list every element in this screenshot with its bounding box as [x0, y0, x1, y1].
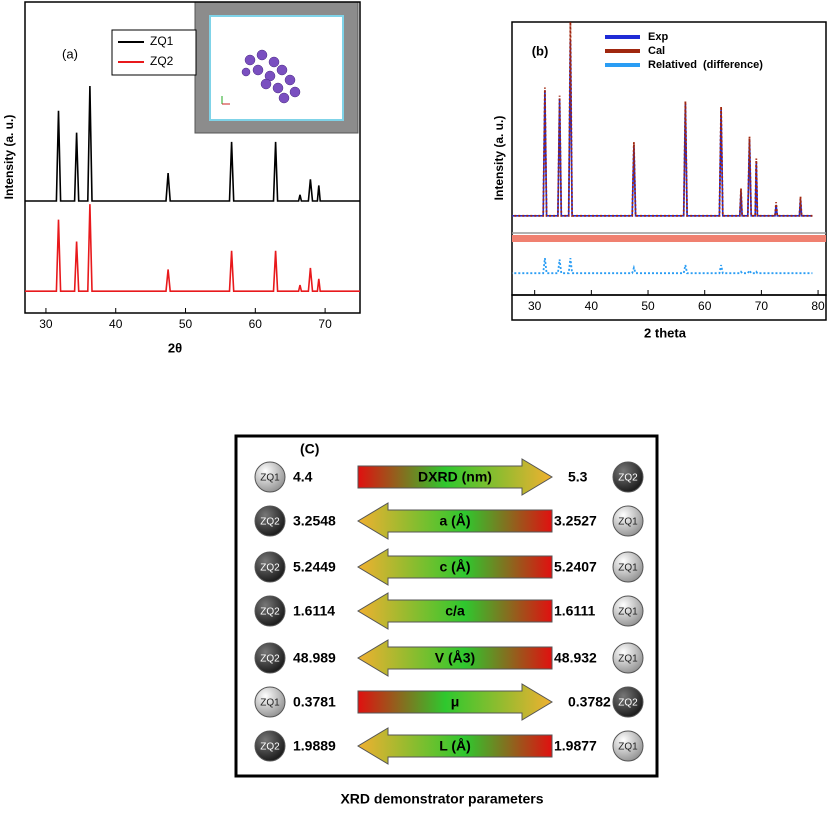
- right-value: 48.932: [554, 650, 597, 666]
- x-tick-label: 60: [698, 299, 712, 313]
- arrow-label: μ: [451, 694, 460, 710]
- series-line: [512, 257, 813, 275]
- badge-label: ZQ1: [618, 654, 638, 665]
- badge-label: ZQ2: [260, 654, 280, 665]
- x-tick-label: 40: [585, 299, 599, 313]
- arrow: [357, 639, 553, 677]
- x-tick-label: 60: [249, 317, 263, 331]
- arrow-label: c (Å): [439, 559, 470, 575]
- panel-label: (a): [62, 46, 78, 61]
- reflection-band: [512, 235, 826, 242]
- x-tick-label: 50: [641, 299, 655, 313]
- badge-label: ZQ1: [618, 517, 638, 528]
- left-value: 48.989: [293, 650, 336, 666]
- plot-frame: [24, 1, 361, 314]
- badge-label: ZQ2: [260, 742, 280, 753]
- legend-label: ZQ2: [150, 54, 174, 68]
- badge-label: ZQ2: [618, 473, 638, 484]
- tick-band: [511, 294, 827, 321]
- right-value: 5.2407: [554, 559, 597, 575]
- legend-label: Relatived (difference): [648, 59, 763, 71]
- series-line: [512, 22, 813, 217]
- arrow: [357, 592, 553, 630]
- x-tick-label: 30: [528, 299, 542, 313]
- badge: [612, 595, 644, 627]
- arrow: [357, 458, 553, 496]
- panel-label: (C): [300, 441, 319, 457]
- arrow-label: DXRD (nm): [418, 469, 492, 485]
- inset-structure: [194, 1, 359, 134]
- arrow: [357, 548, 553, 586]
- badge: [254, 551, 286, 583]
- series-line: [25, 85, 360, 202]
- left-value: 5.2449: [293, 559, 336, 575]
- badge-label: ZQ2: [260, 607, 280, 618]
- badge-label: ZQ1: [260, 698, 280, 709]
- left-value: 1.9889: [293, 738, 336, 754]
- arrow-label: L (Å): [439, 738, 471, 754]
- badge-label: ZQ1: [260, 473, 280, 484]
- badge: [612, 642, 644, 674]
- left-value: 4.4: [293, 469, 313, 485]
- arrow: [357, 502, 553, 540]
- left-value: 0.3781: [293, 694, 336, 710]
- left-value: 1.6114: [293, 603, 335, 619]
- x-tick-label: 70: [755, 299, 769, 313]
- panel-c-frame: [234, 434, 659, 778]
- x-axis-label: 2 theta: [644, 325, 687, 340]
- badge-label: ZQ2: [618, 698, 638, 709]
- right-value: 5.3: [568, 469, 588, 485]
- badge-label: ZQ1: [618, 563, 638, 574]
- x-tick-label: 70: [318, 317, 332, 331]
- x-tick-label: 40: [109, 317, 123, 331]
- legend-label: ZQ1: [150, 34, 174, 48]
- badge: [612, 505, 644, 537]
- y-axis-label: Intensity (a. u.): [2, 115, 16, 200]
- right-value: 0.3782: [568, 694, 611, 710]
- right-value: 3.2527: [554, 513, 597, 529]
- arrow-label: V (Å3): [435, 650, 475, 666]
- arrow-label: c/a: [445, 603, 465, 619]
- badge-label: ZQ1: [618, 607, 638, 618]
- panel-label: (b): [532, 43, 549, 58]
- series-line: [25, 204, 360, 292]
- legend-label: Cal: [648, 45, 665, 57]
- right-value: 1.6111: [554, 603, 595, 619]
- badge-label: ZQ2: [260, 517, 280, 528]
- y-axis-label: Intensity (a. u.): [492, 116, 506, 201]
- badge: [254, 461, 286, 493]
- x-tick-label: 80: [811, 299, 825, 313]
- badge: [612, 686, 644, 718]
- caption: XRD demonstrator parameters: [340, 791, 543, 807]
- badge: [254, 686, 286, 718]
- badge: [254, 505, 286, 537]
- badge: [254, 595, 286, 627]
- legend-box: [111, 29, 197, 76]
- badge: [612, 551, 644, 583]
- x-axis-label: 2θ: [168, 340, 182, 355]
- arrow-label: a (Å): [439, 513, 470, 529]
- badge: [254, 642, 286, 674]
- badge-label: ZQ1: [618, 742, 638, 753]
- badge: [612, 461, 644, 493]
- x-tick-label: 30: [39, 317, 53, 331]
- badge: [254, 730, 286, 762]
- badge-label: ZQ2: [260, 563, 280, 574]
- right-value: 1.9877: [554, 738, 597, 754]
- x-tick-label: 50: [179, 317, 193, 331]
- left-value: 3.2548: [293, 513, 336, 529]
- badge: [612, 730, 644, 762]
- legend-label: Exp: [648, 31, 668, 43]
- arrow: [357, 683, 553, 721]
- arrow: [357, 727, 553, 765]
